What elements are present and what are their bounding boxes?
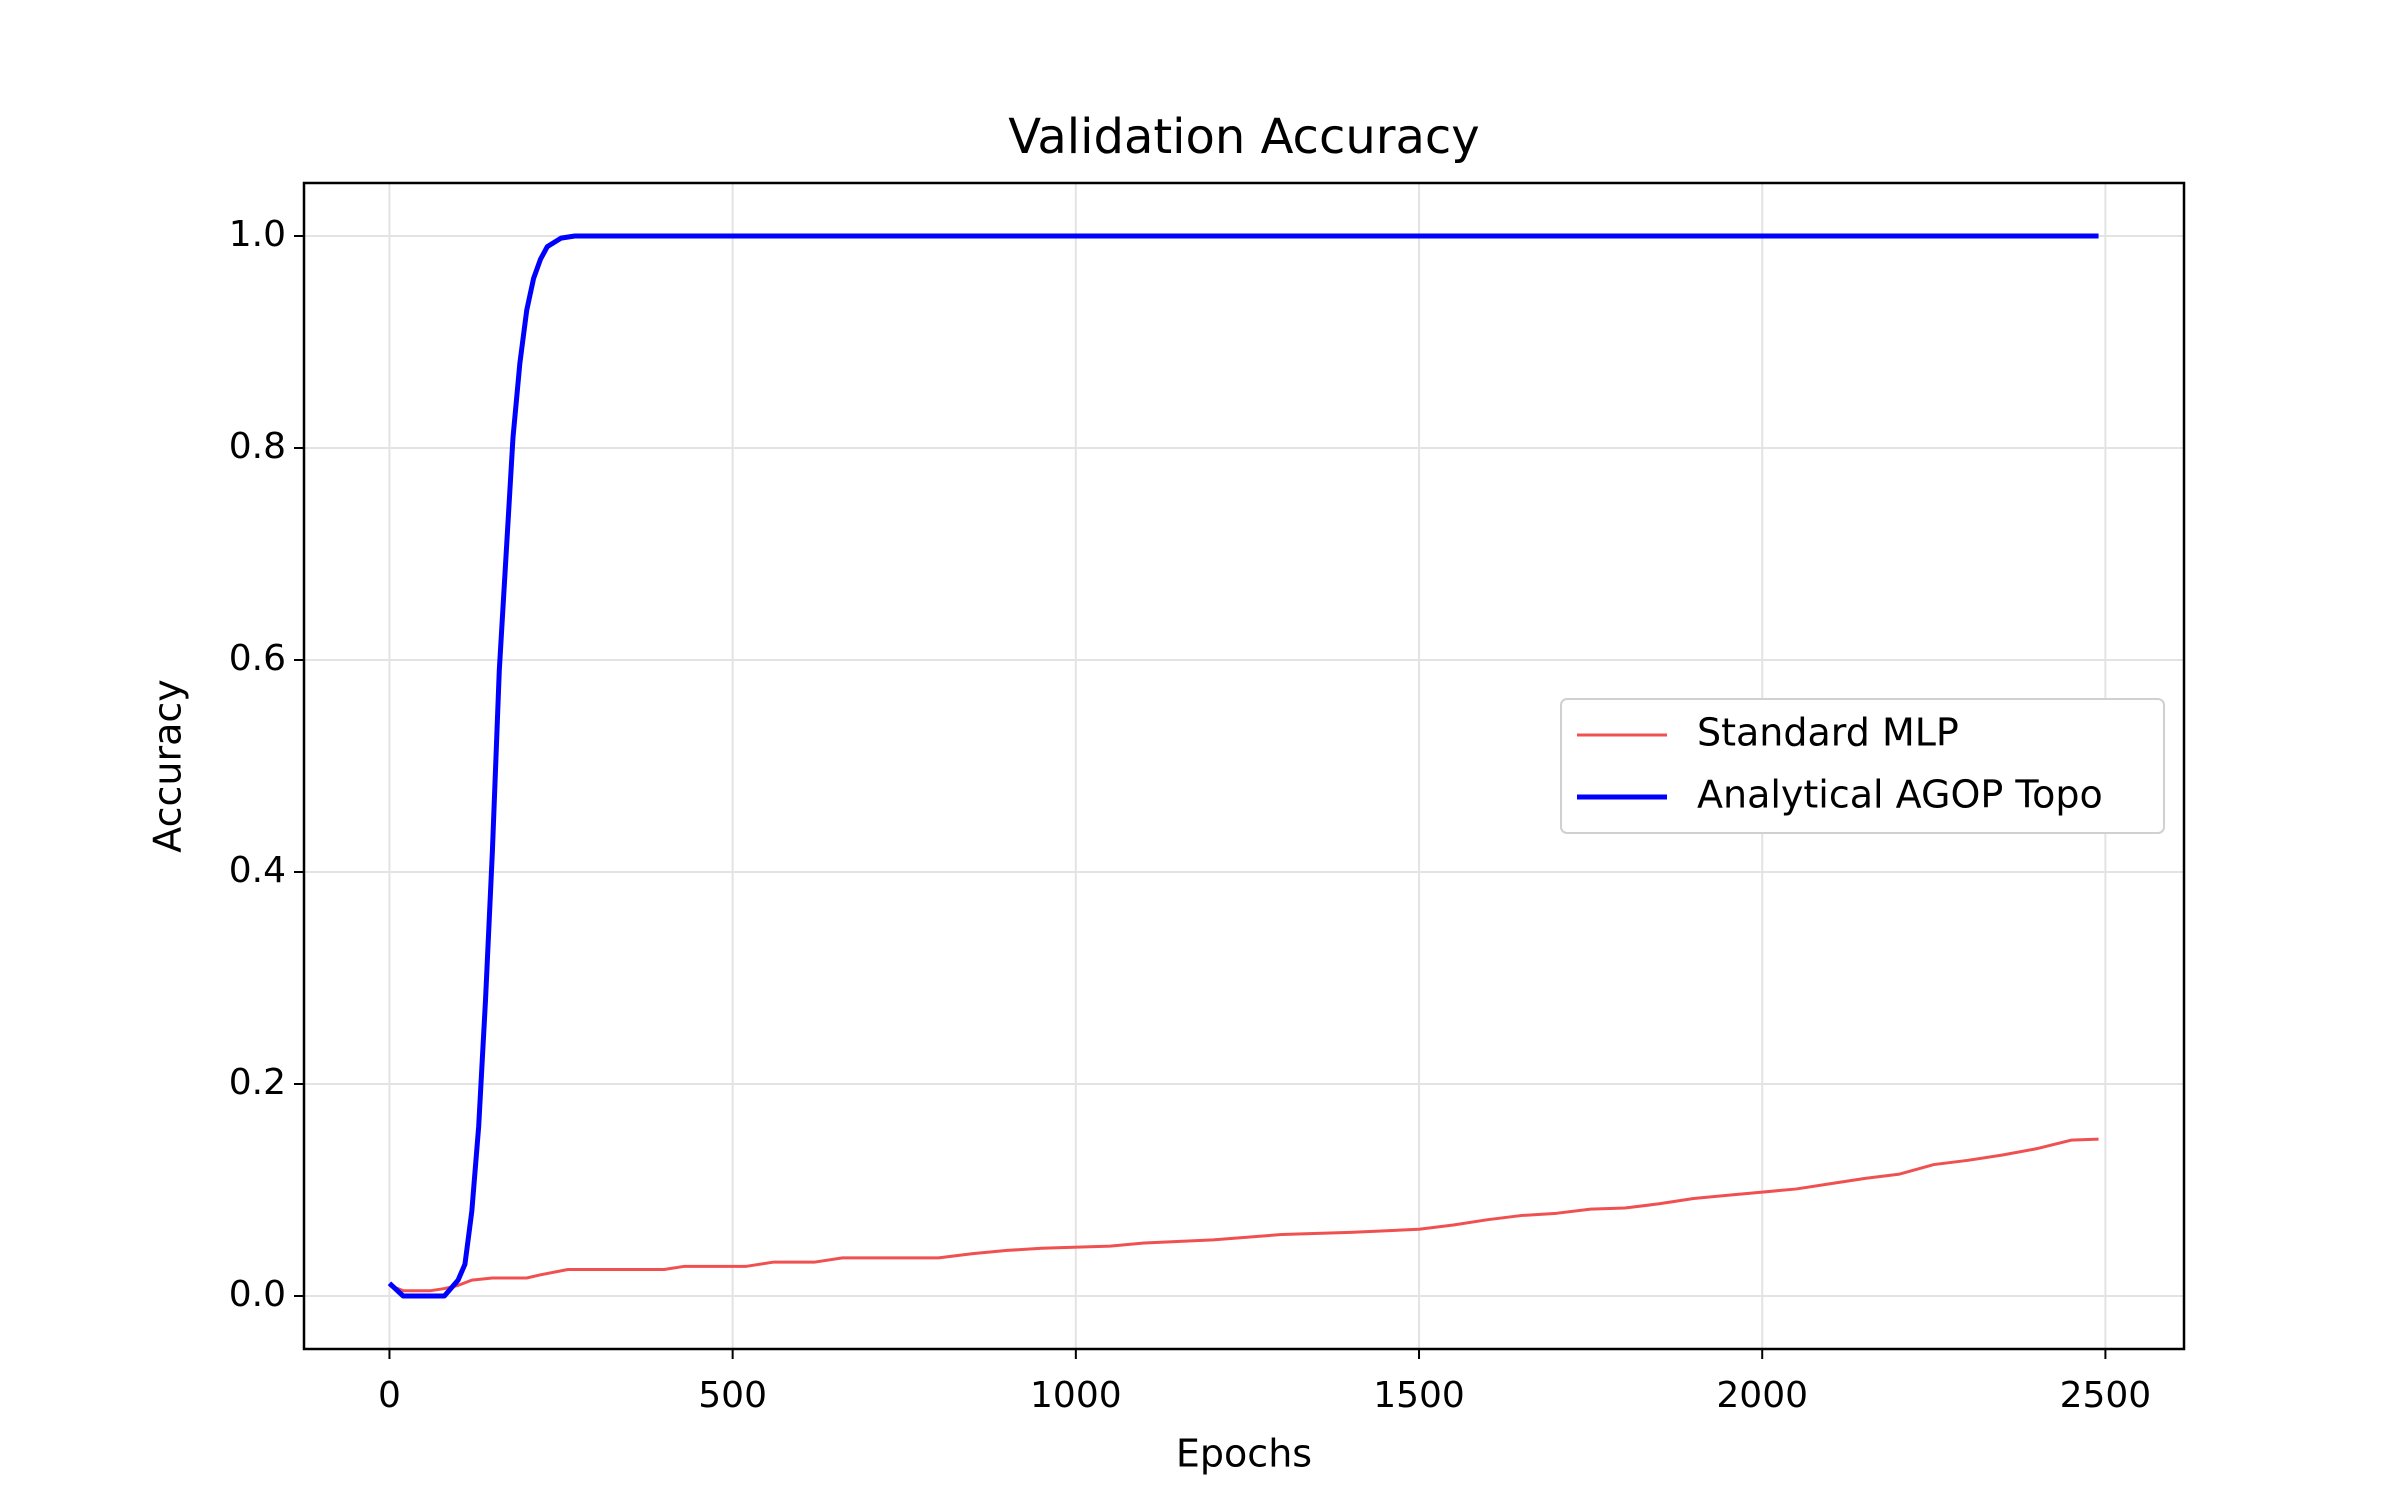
y-tick-label: 0.2: [229, 1062, 286, 1103]
y-tick-label: 0.4: [229, 850, 286, 891]
legend-box: [1560, 698, 2165, 834]
y-tick-label: 0.8: [229, 426, 286, 467]
line: [388, 1137, 2099, 1293]
y-tick-label: 1.0: [229, 214, 286, 255]
legend: Standard MLP Analytical AGOP Topo: [1560, 698, 2165, 834]
x-axis-label: Epochs: [1176, 1432, 1312, 1476]
legend-label: Analytical AGOP Topo: [1697, 773, 2103, 817]
x-tick-label: 500: [698, 1375, 767, 1416]
legend-label: Standard MLP: [1697, 711, 1959, 755]
x-tick-label: 2500: [2060, 1375, 2152, 1416]
chart-title: Validation Accuracy: [1008, 109, 1479, 165]
y-tick-label: 0.0: [229, 1274, 286, 1315]
line: [387, 233, 2099, 1299]
y-tick-label: 0.6: [229, 638, 286, 679]
x-tick-label: 1500: [1373, 1375, 1465, 1416]
x-tick-label: 1000: [1030, 1375, 1122, 1416]
axes-frame: [302, 181, 2186, 1351]
x-tick-label: 2000: [1716, 1375, 1808, 1416]
y-axis-label: Accuracy: [146, 679, 190, 853]
x-tick-label: 0: [378, 1375, 401, 1416]
